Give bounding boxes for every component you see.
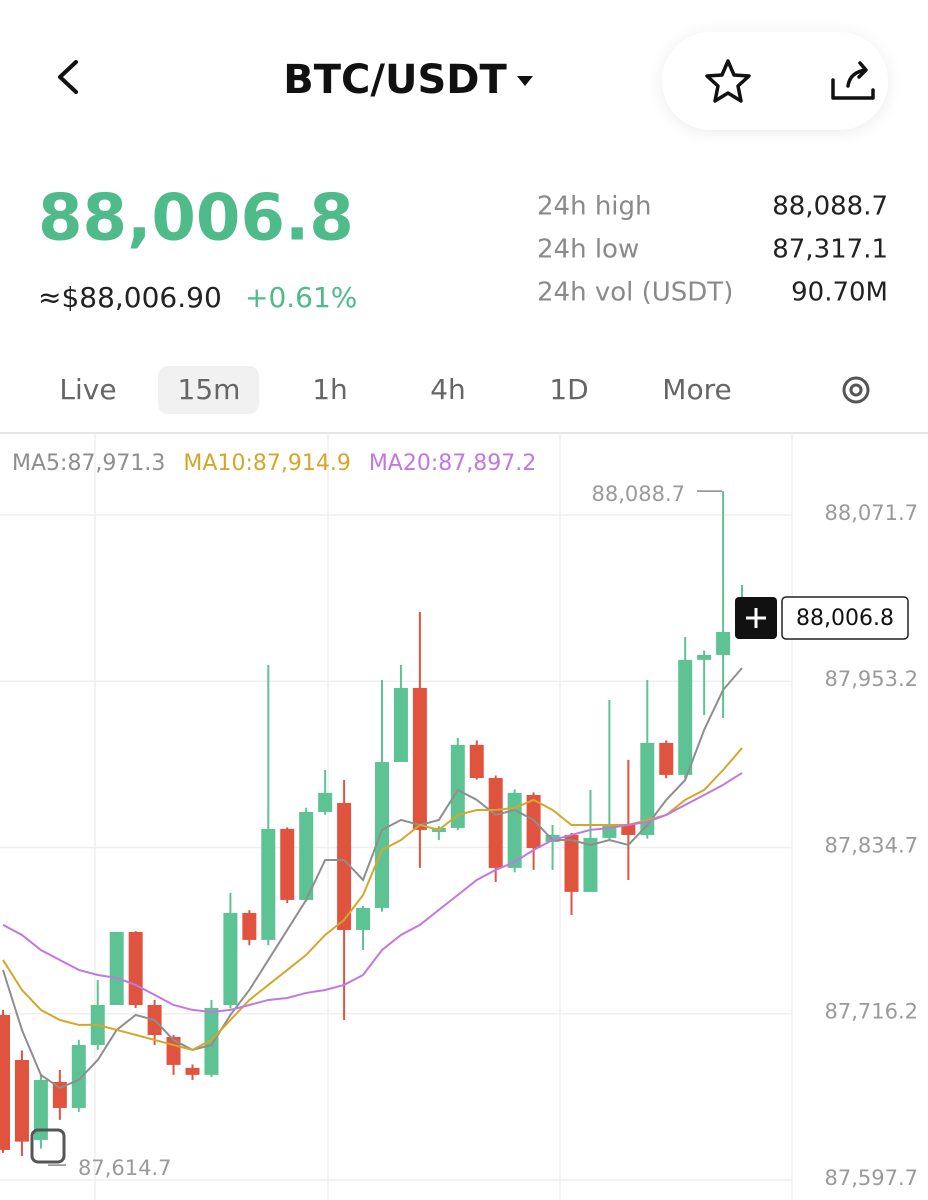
y-tick-label: 87,716.2 (824, 1000, 918, 1024)
candle-body (488, 778, 503, 868)
stat-value: 87,317.1 (772, 235, 888, 265)
settings-button[interactable] (842, 376, 870, 404)
candle-body (450, 744, 465, 828)
legend-entry: MA5:87,971.3 (12, 451, 165, 476)
last-price: 88,006.8 (38, 182, 354, 256)
ma-line (2, 772, 743, 1014)
last-price-label: 88,006.8 (796, 606, 894, 631)
pair-title[interactable]: BTC/USDT (283, 57, 507, 103)
usd-price: ≈$88,006.90 (38, 281, 222, 314)
low-marker-label: 87,614.7 (78, 1156, 172, 1180)
last-price-box (781, 596, 909, 640)
tab[interactable]: 1h (312, 373, 348, 406)
plus-icon (746, 608, 766, 629)
tab[interactable]: More (662, 373, 731, 406)
ma-line (2, 747, 743, 1051)
y-tick-label: 88,071.7 (824, 501, 918, 525)
tab[interactable]: Live (59, 373, 116, 406)
tab[interactable]: 15m (178, 373, 241, 406)
candle-body (393, 687, 408, 763)
favorite-button[interactable] (705, 59, 751, 103)
gear-hub (849, 383, 863, 397)
candle-body (564, 834, 579, 892)
tab[interactable]: 1D (549, 373, 588, 406)
high-marker-label: 88,088.7 (591, 482, 685, 506)
candle-body (507, 792, 522, 868)
candle-body (223, 912, 238, 1005)
candle-body (52, 1081, 67, 1108)
share-button[interactable] (831, 61, 875, 100)
candle-body (318, 792, 333, 812)
plot-area (0, 491, 792, 1181)
legend-entry: MA10:87,914.9 (183, 451, 350, 476)
candle-body (583, 837, 598, 892)
candle-body (640, 742, 655, 835)
candle-body (375, 762, 389, 908)
gear-ring (842, 376, 870, 404)
candle-body (469, 744, 484, 779)
back-button[interactable] (58, 60, 78, 94)
candle-body (299, 811, 314, 900)
candle-body (14, 1059, 29, 1142)
candle-body (261, 828, 276, 940)
selected-tab-bg (158, 366, 259, 414)
legend-entry: MA20:87,897.2 (369, 451, 536, 476)
candle-body (204, 1007, 219, 1075)
candle-body (280, 828, 295, 900)
candle-body (697, 654, 712, 660)
stats: 24h high 88,088.7 24h low 87,317.1 24h vol (… (537, 192, 888, 308)
candle-body (242, 912, 257, 940)
tab[interactable]: 4h (430, 373, 466, 406)
candle-body (128, 931, 143, 1005)
stat-label: 24h vol (USDT) (537, 278, 733, 308)
stat-value: 88,088.7 (772, 192, 888, 222)
y-tick-label: 87,953.2 (824, 667, 918, 691)
candle-body (185, 1067, 200, 1075)
candle-body (621, 825, 636, 835)
candle-body (71, 1044, 86, 1108)
action-pill (662, 32, 888, 130)
candle-body (166, 1036, 181, 1065)
dropdown-caret[interactable] (517, 76, 533, 86)
timeframe-tabs: Live 15m 1h 4h 1D More (59, 373, 731, 406)
candle-body (678, 659, 693, 775)
stat-value: 90.70M (791, 278, 888, 308)
candle-body (356, 907, 371, 930)
stat-label: 24h high (537, 192, 652, 222)
stat-label: 24h low (537, 235, 639, 265)
y-tick-label: 87,834.7 (824, 833, 918, 857)
candle-body (0, 1014, 10, 1150)
candle-body (716, 631, 731, 655)
candle-body (337, 802, 352, 930)
candle-body (109, 931, 124, 1005)
price-change: +0.61% (245, 281, 357, 314)
candle-body (545, 834, 560, 842)
candle-body (33, 1079, 48, 1140)
fullscreen-button[interactable] (30, 1128, 66, 1164)
candle-body (526, 794, 541, 849)
y-tick-label: 87,597.7 (824, 1166, 918, 1190)
ma-line (2, 667, 743, 1090)
chart-overlay: 88,071.7 87,953.2 87,834.7 87,716.2 87,597.7… (12, 451, 918, 1190)
candle-body (412, 687, 427, 830)
vertical-grid (94, 433, 793, 1200)
candle-body (659, 742, 674, 775)
